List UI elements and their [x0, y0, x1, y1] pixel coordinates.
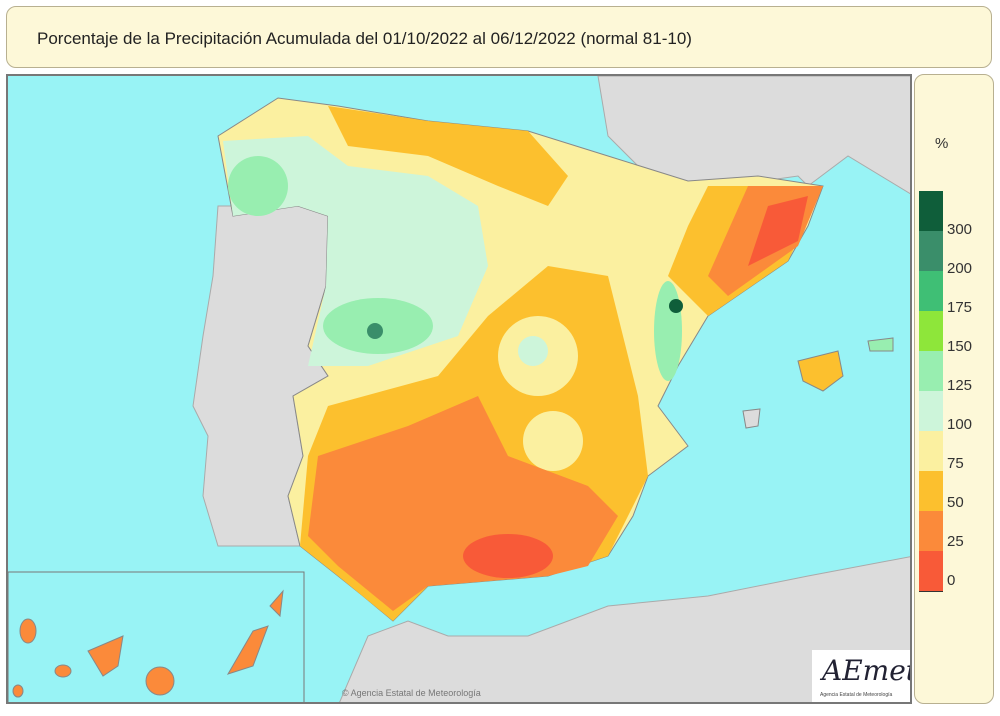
- legend-label: 150: [947, 338, 973, 355]
- france-land: [597, 76, 910, 195]
- zone-100-125: [518, 336, 548, 366]
- legend-swatch: [919, 391, 943, 432]
- ibiza: [742, 408, 761, 429]
- africa-land: [339, 556, 910, 702]
- zone-0-25: [463, 534, 553, 578]
- legend-swatch: [919, 431, 943, 472]
- map-title: Porcentaje de la Precipitación Acumulada…: [37, 29, 692, 48]
- menorca: [867, 337, 894, 352]
- legend-swatch: [919, 191, 943, 232]
- zone-300: [669, 299, 683, 313]
- legend-label: 300: [947, 221, 973, 238]
- logo-text: AEmet: [822, 654, 912, 687]
- legend-swatch: [919, 551, 943, 592]
- aemet-logo: AEmet Agencia Estatal de Meteorología: [812, 650, 910, 702]
- legend-swatch: [919, 351, 943, 392]
- legend-label: 0: [947, 572, 956, 589]
- zone-300: [367, 323, 383, 339]
- canary-islands: [12, 589, 284, 698]
- zone-125-150: [228, 156, 288, 216]
- legend-label: 125: [947, 377, 973, 394]
- legend-swatch: [919, 231, 943, 272]
- legend-swatch: [919, 311, 943, 352]
- zone-125-150: [654, 281, 682, 381]
- credit-text: © Agencia Estatal de Meteorología: [342, 688, 481, 698]
- legend-swatch: [919, 471, 943, 512]
- legend-label: 100: [947, 416, 973, 433]
- precipitation-map: © Agencia Estatal de Meteorología AEmet …: [6, 74, 912, 704]
- title-bar: Porcentaje de la Precipitación Acumulada…: [6, 6, 992, 68]
- legend-swatch: [919, 271, 943, 312]
- legend-label: 175: [947, 299, 973, 316]
- legend-label: 25: [947, 533, 964, 550]
- logo-subtitle: Agencia Estatal de Meteorología: [820, 692, 893, 698]
- legend: % 300 200 175 150 125 100 75 50 25 0: [914, 74, 994, 704]
- legend-swatch: [919, 511, 943, 552]
- map-svg: [8, 76, 910, 702]
- zone-50-75: [328, 106, 568, 206]
- legend-label: 50: [947, 494, 964, 511]
- zone-100-125: [223, 136, 488, 366]
- legend-label: 75: [947, 455, 964, 472]
- zone-0-25: [748, 196, 808, 266]
- legend-label: 200: [947, 260, 973, 277]
- zone-75-100: [523, 411, 583, 471]
- mallorca: [797, 350, 844, 392]
- legend-unit: %: [935, 135, 949, 152]
